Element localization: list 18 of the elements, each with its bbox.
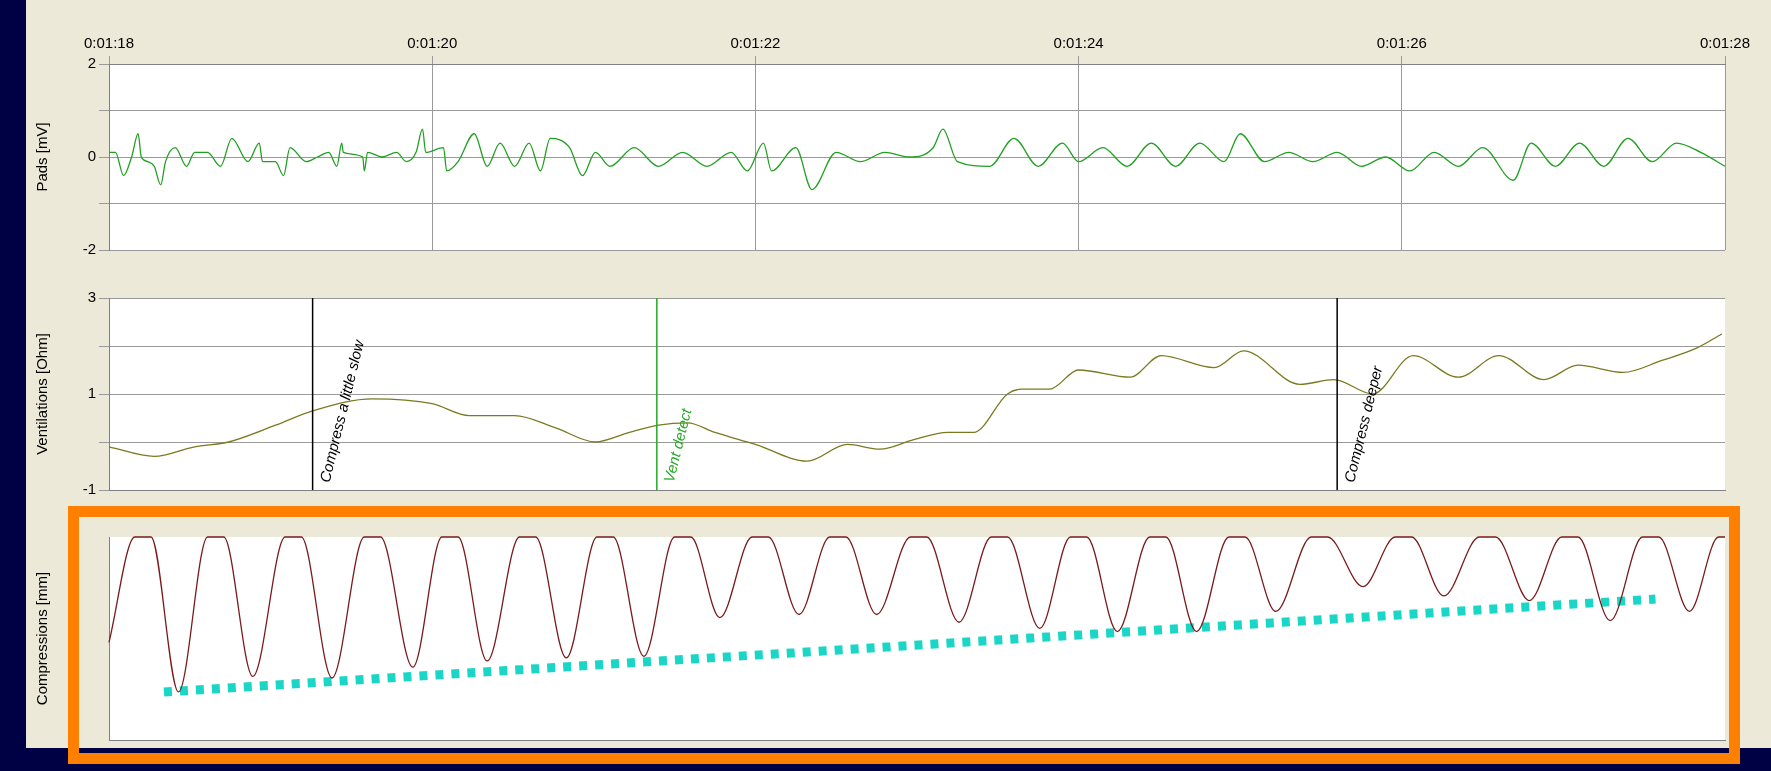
- x-tick-label: 0:01:22: [730, 34, 781, 52]
- y-axis-title: Pads [mV]: [33, 122, 51, 192]
- x-tick-label: 0:01:24: [1053, 34, 1104, 52]
- x-tick-label: 0:01:28: [1699, 34, 1751, 52]
- x-tick-label: 0:01:18: [83, 34, 135, 52]
- y-tick-label: 2: [87, 54, 96, 72]
- ref-line-label: Compress a little slow: [315, 337, 368, 484]
- ref-line-label: Vent detect: [660, 405, 695, 484]
- y-tick-label: -1: [82, 480, 96, 498]
- y-axis-title: Compressions [mm]: [33, 571, 51, 706]
- x-tick-label: 0:01:26: [1376, 34, 1427, 52]
- y-tick-label: -2: [82, 240, 96, 258]
- ref-line-label: Compress deeper: [1340, 363, 1386, 484]
- y-tick-label: 1: [87, 384, 96, 402]
- y-axis-title: Ventilations [Ohm]: [33, 333, 51, 455]
- y-tick-label: 3: [87, 288, 96, 306]
- y-tick-label: 0: [87, 147, 96, 165]
- x-tick-label: 0:01:20: [407, 34, 458, 52]
